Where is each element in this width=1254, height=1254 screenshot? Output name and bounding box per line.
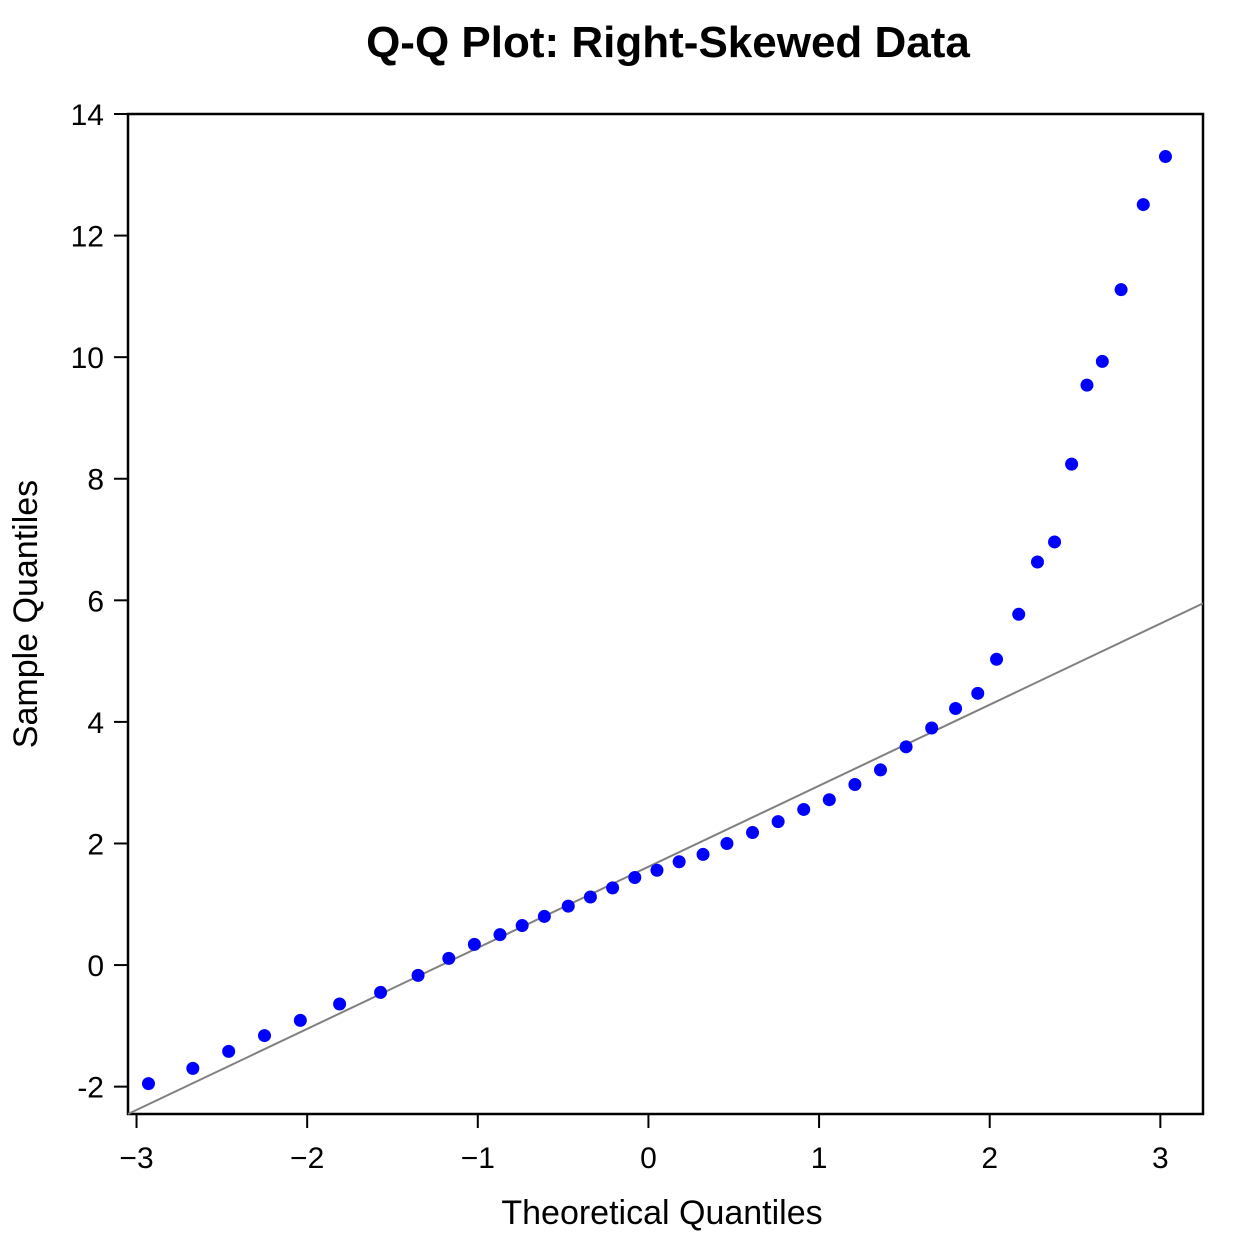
data-point — [696, 847, 710, 861]
y-tick-label: 0 — [87, 950, 104, 983]
data-point — [293, 1013, 307, 1027]
y-axis: -2 0 2 4 6 8 10 12 14 — [71, 99, 128, 1105]
y-tick-label: 8 — [87, 464, 104, 497]
data-point — [1158, 150, 1172, 164]
data-point — [141, 1077, 155, 1091]
x-tick-label: 3 — [1152, 1142, 1169, 1175]
y-axis-label: Sample Quantiles — [7, 480, 45, 748]
data-point — [467, 937, 481, 951]
data-point — [258, 1029, 272, 1043]
x-tick-label: −3 — [119, 1142, 153, 1175]
data-point — [822, 793, 836, 807]
data-point — [583, 890, 597, 904]
y-tick-label: 10 — [71, 342, 104, 375]
data-point — [1136, 198, 1150, 212]
data-point — [1030, 555, 1044, 569]
reference-line-layer — [127, 602, 1204, 1115]
data-point — [411, 968, 425, 982]
data-point — [374, 985, 388, 999]
y-tick-label: -2 — [77, 1072, 104, 1105]
data-point — [797, 802, 811, 816]
data-point — [186, 1061, 200, 1075]
y-tick-label: 12 — [71, 221, 104, 254]
x-axis-label: Theoretical Quantiles — [501, 1194, 822, 1232]
data-point — [672, 855, 686, 869]
data-point — [442, 951, 456, 965]
x-tick-label: 2 — [981, 1142, 998, 1175]
data-point — [1095, 354, 1109, 368]
data-point — [1065, 457, 1079, 471]
data-point — [746, 826, 760, 840]
plot-area — [126, 112, 1205, 1116]
chart-title: Q-Q Plot: Right-Skewed Data — [366, 18, 970, 67]
data-point — [949, 702, 963, 716]
data-point — [874, 763, 887, 777]
x-axis: −3 −2 −1 0 1 2 3 — [119, 1114, 1169, 1175]
data-point — [606, 881, 620, 895]
data-point — [971, 686, 985, 700]
data-point — [650, 863, 664, 877]
data-point — [515, 919, 529, 933]
data-point — [848, 778, 862, 792]
x-tick-label: −1 — [461, 1142, 495, 1175]
y-tick-label: 6 — [87, 585, 104, 618]
data-point — [1080, 378, 1094, 392]
data-point — [222, 1044, 236, 1058]
data-point — [333, 997, 347, 1011]
reference-line — [127, 602, 1204, 1115]
y-tick-label: 2 — [87, 828, 104, 861]
data-point — [561, 899, 575, 913]
data-point — [771, 815, 785, 829]
x-tick-label: −2 — [290, 1142, 324, 1175]
data-point — [1048, 535, 1062, 549]
data-point — [899, 740, 913, 754]
data-point — [628, 871, 642, 885]
data-point — [537, 909, 551, 923]
x-tick-label: 1 — [811, 1142, 828, 1175]
data-point — [925, 721, 939, 735]
data-point — [1012, 607, 1026, 621]
x-tick-label: 0 — [640, 1142, 657, 1175]
data-point — [1114, 283, 1128, 297]
y-tick-label: 4 — [87, 707, 104, 740]
y-tick-label: 14 — [71, 99, 104, 132]
data-point — [493, 928, 507, 942]
data-point — [720, 836, 734, 850]
data-point — [990, 652, 1004, 666]
points-layer — [141, 150, 1172, 1091]
